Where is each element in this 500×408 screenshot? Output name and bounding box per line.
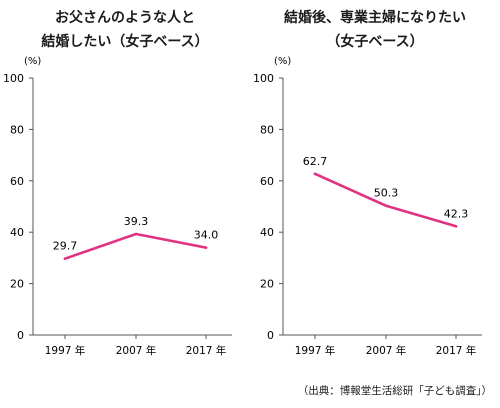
data-point — [63, 257, 67, 260]
y-tick-label: 80 — [10, 123, 24, 136]
source-note: （出典：博報堂生活総研「子ども調査」） — [297, 385, 492, 397]
chart-title-line-1: お父さんのような人と — [55, 10, 195, 26]
x-tick-label: 2007 年 — [116, 344, 157, 357]
chart-panel-left: お父さんのような人と 結婚したい（女子ベース） (%) 0 20 40 60 80 100 1… — [0, 0, 250, 380]
data-label: 39.3 — [124, 215, 149, 228]
x-tick-label: 2007 年 — [366, 344, 407, 357]
data-label: 50.3 — [374, 187, 399, 200]
chart-title-line-2: 結婚したい（女子ベース） — [41, 34, 209, 50]
line-chart: (%) 0 20 40 60 80 100 1997 年 2007 年 2017 年 62.7 50.… — [253, 56, 482, 357]
x-tick-label: 2017 年 — [436, 344, 477, 357]
y-tick-label: 20 — [260, 278, 274, 291]
x-tick-label: 1997 年 — [295, 344, 336, 357]
y-tick-label: 20 — [10, 278, 24, 291]
y-tick-label: 0 — [267, 329, 274, 342]
data-label: 29.7 — [53, 240, 78, 253]
x-tick-label: 2017 年 — [186, 344, 227, 357]
chart-title-line-2: （女子ベース） — [326, 34, 424, 50]
chart-title: 結婚後、専業主婦になりたい （女子ベース） — [250, 6, 500, 54]
data-point — [134, 232, 138, 236]
data-point — [313, 172, 317, 176]
chart-panel-right: 結婚後、専業主婦になりたい （女子ベース） (%) 0 20 40 60 80 100 199… — [250, 0, 500, 380]
y-tick-label: 40 — [10, 226, 24, 239]
data-label: 34.0 — [194, 229, 219, 242]
y-tick-label: 40 — [260, 226, 274, 239]
x-tick-label: 1997 年 — [45, 344, 86, 357]
y-tick-label: 80 — [260, 123, 274, 136]
data-label: 42.3 — [444, 207, 469, 220]
y-axis-unit: (%) — [274, 56, 291, 67]
y-tick-label: 100 — [3, 72, 24, 85]
y-tick-label: 60 — [260, 175, 274, 188]
y-tick-label: 0 — [17, 329, 24, 342]
y-axis-unit: (%) — [24, 56, 41, 67]
series-line — [313, 172, 458, 228]
data-point — [454, 224, 458, 228]
series-line — [63, 232, 208, 260]
data-point — [384, 204, 388, 208]
line-chart: (%) 0 20 40 60 80 100 1997 年 2007 年 2017 年 29.7 39.… — [3, 56, 232, 357]
y-tick-label: 60 — [10, 175, 24, 188]
y-tick-label: 100 — [253, 72, 274, 85]
data-point — [204, 246, 208, 249]
chart-title-line-1: 結婚後、専業主婦になりたい — [284, 10, 466, 26]
chart-title: お父さんのような人と 結婚したい（女子ベース） — [0, 6, 250, 54]
data-label: 62.7 — [303, 155, 328, 168]
